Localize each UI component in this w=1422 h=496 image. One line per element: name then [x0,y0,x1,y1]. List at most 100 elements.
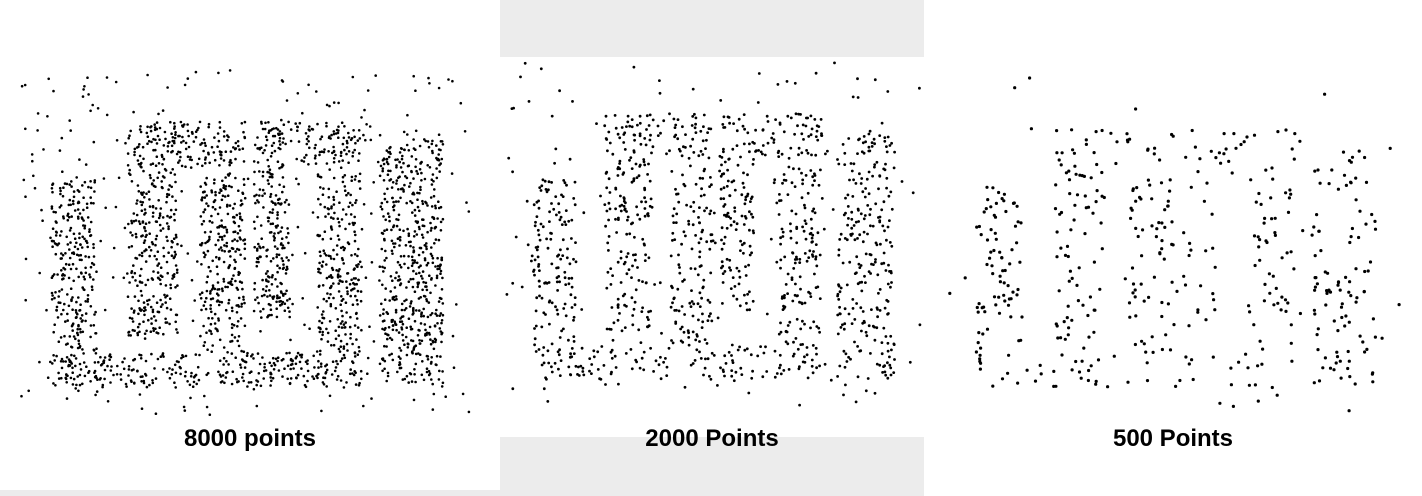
stipple-dot [1316,333,1319,336]
stipple-dot [893,343,896,346]
stipple-dot [736,267,739,270]
stipple-dot [730,369,733,372]
stipple-dot [839,290,842,293]
stipple-dot [171,277,174,280]
stipple-dot [989,205,992,208]
stipple-dot [756,355,759,358]
stipple-dot [213,182,216,185]
stipple-dot [278,369,281,372]
stipple-dot [308,147,311,150]
stipple-dot [63,303,66,306]
stipple-dot [747,392,750,395]
stipple-dot [864,281,867,284]
stipple-dot [24,84,27,87]
stipple-dot [427,358,430,361]
stipple-dot [214,191,217,194]
stipple-dot [31,160,34,163]
stipple-dot [255,384,258,387]
stipple-dot [237,189,240,192]
stipple-dot [392,206,395,209]
stipple-dot [61,367,64,370]
stipple-dot [65,381,68,384]
stipple-dot [534,337,537,340]
stipple-dot [51,187,54,190]
stipple-dot [208,329,211,332]
stipple-dot [272,202,275,205]
stipple-dot [152,330,155,333]
stipple-dot [624,208,627,211]
stipple-dot [636,213,639,216]
stipple-dot [1069,228,1072,231]
stipple-dot [225,360,228,363]
stipple-dot [781,228,784,231]
stipple-dot [81,246,84,249]
stipple-dot [254,227,257,230]
stipple-dot [295,363,298,366]
stipple-dot [47,78,50,81]
stipple-dot [412,75,415,78]
stipple-dot [282,137,285,140]
stipple-dot [730,375,733,378]
stipple-dot [305,386,308,389]
stipple-dot [383,238,386,241]
stipple-dot [773,138,776,141]
stipple-dot [166,215,169,218]
stipple-dot [708,375,711,378]
stipple-dot [193,299,196,302]
stipple-dot [1363,156,1366,159]
stipple-dot [631,367,634,370]
stipple-dot [243,160,246,163]
stipple-dot [225,309,228,312]
stipple-dot [1095,200,1098,203]
stipple-dot [241,376,244,379]
stipple-dot [853,318,856,321]
stipple-dot [430,196,433,199]
stipple-dot [350,179,353,182]
stipple-dot [337,132,340,135]
stipple-dot [1131,291,1134,294]
stipple-dot [852,307,855,310]
stipple-dot [280,119,283,122]
stipple-dot [211,260,214,263]
stipple-dot [882,327,885,330]
stipple-dot [270,380,273,383]
stipple-dot [876,161,879,164]
stipple-dot [702,279,705,282]
stipple-dot [815,135,818,138]
stipple-dot [128,281,131,284]
stipple-dot [637,328,640,331]
stipple-dot [189,384,192,387]
stipple-dot [381,358,384,361]
stipple-dot [312,211,315,214]
stipple-image-500 [924,0,1422,420]
stipple-dot [51,298,54,301]
stipple-dot [874,202,877,205]
stipple-dot [542,346,545,349]
stipple-dot [222,278,225,281]
stipple-image-8000 [0,0,500,420]
stipple-dot [1249,178,1252,181]
stipple-dot [210,298,213,301]
stipple-dot [225,245,228,248]
stipple-dot [340,345,343,348]
stipple-dot [349,333,352,336]
stipple-dot [330,238,333,241]
stipple-dot [236,325,239,328]
stipple-dot [269,294,272,297]
stipple-dot [204,142,207,145]
stipple-dot [700,237,703,240]
stipple-dot [408,149,411,152]
stipple-dot [159,299,162,302]
stipple-dot [354,202,357,205]
stipple-dot [398,214,401,217]
stipple-dot [1319,182,1322,185]
stipple-dot [104,309,107,312]
stipple-dot [817,125,820,128]
stipple-dot [372,181,375,184]
stipple-dot [386,188,389,191]
stipple-dot [319,331,322,334]
stipple-dot [871,141,874,144]
stipple-dot [1218,151,1221,154]
stipple-dot [276,297,279,300]
stipple-dot [557,368,560,371]
